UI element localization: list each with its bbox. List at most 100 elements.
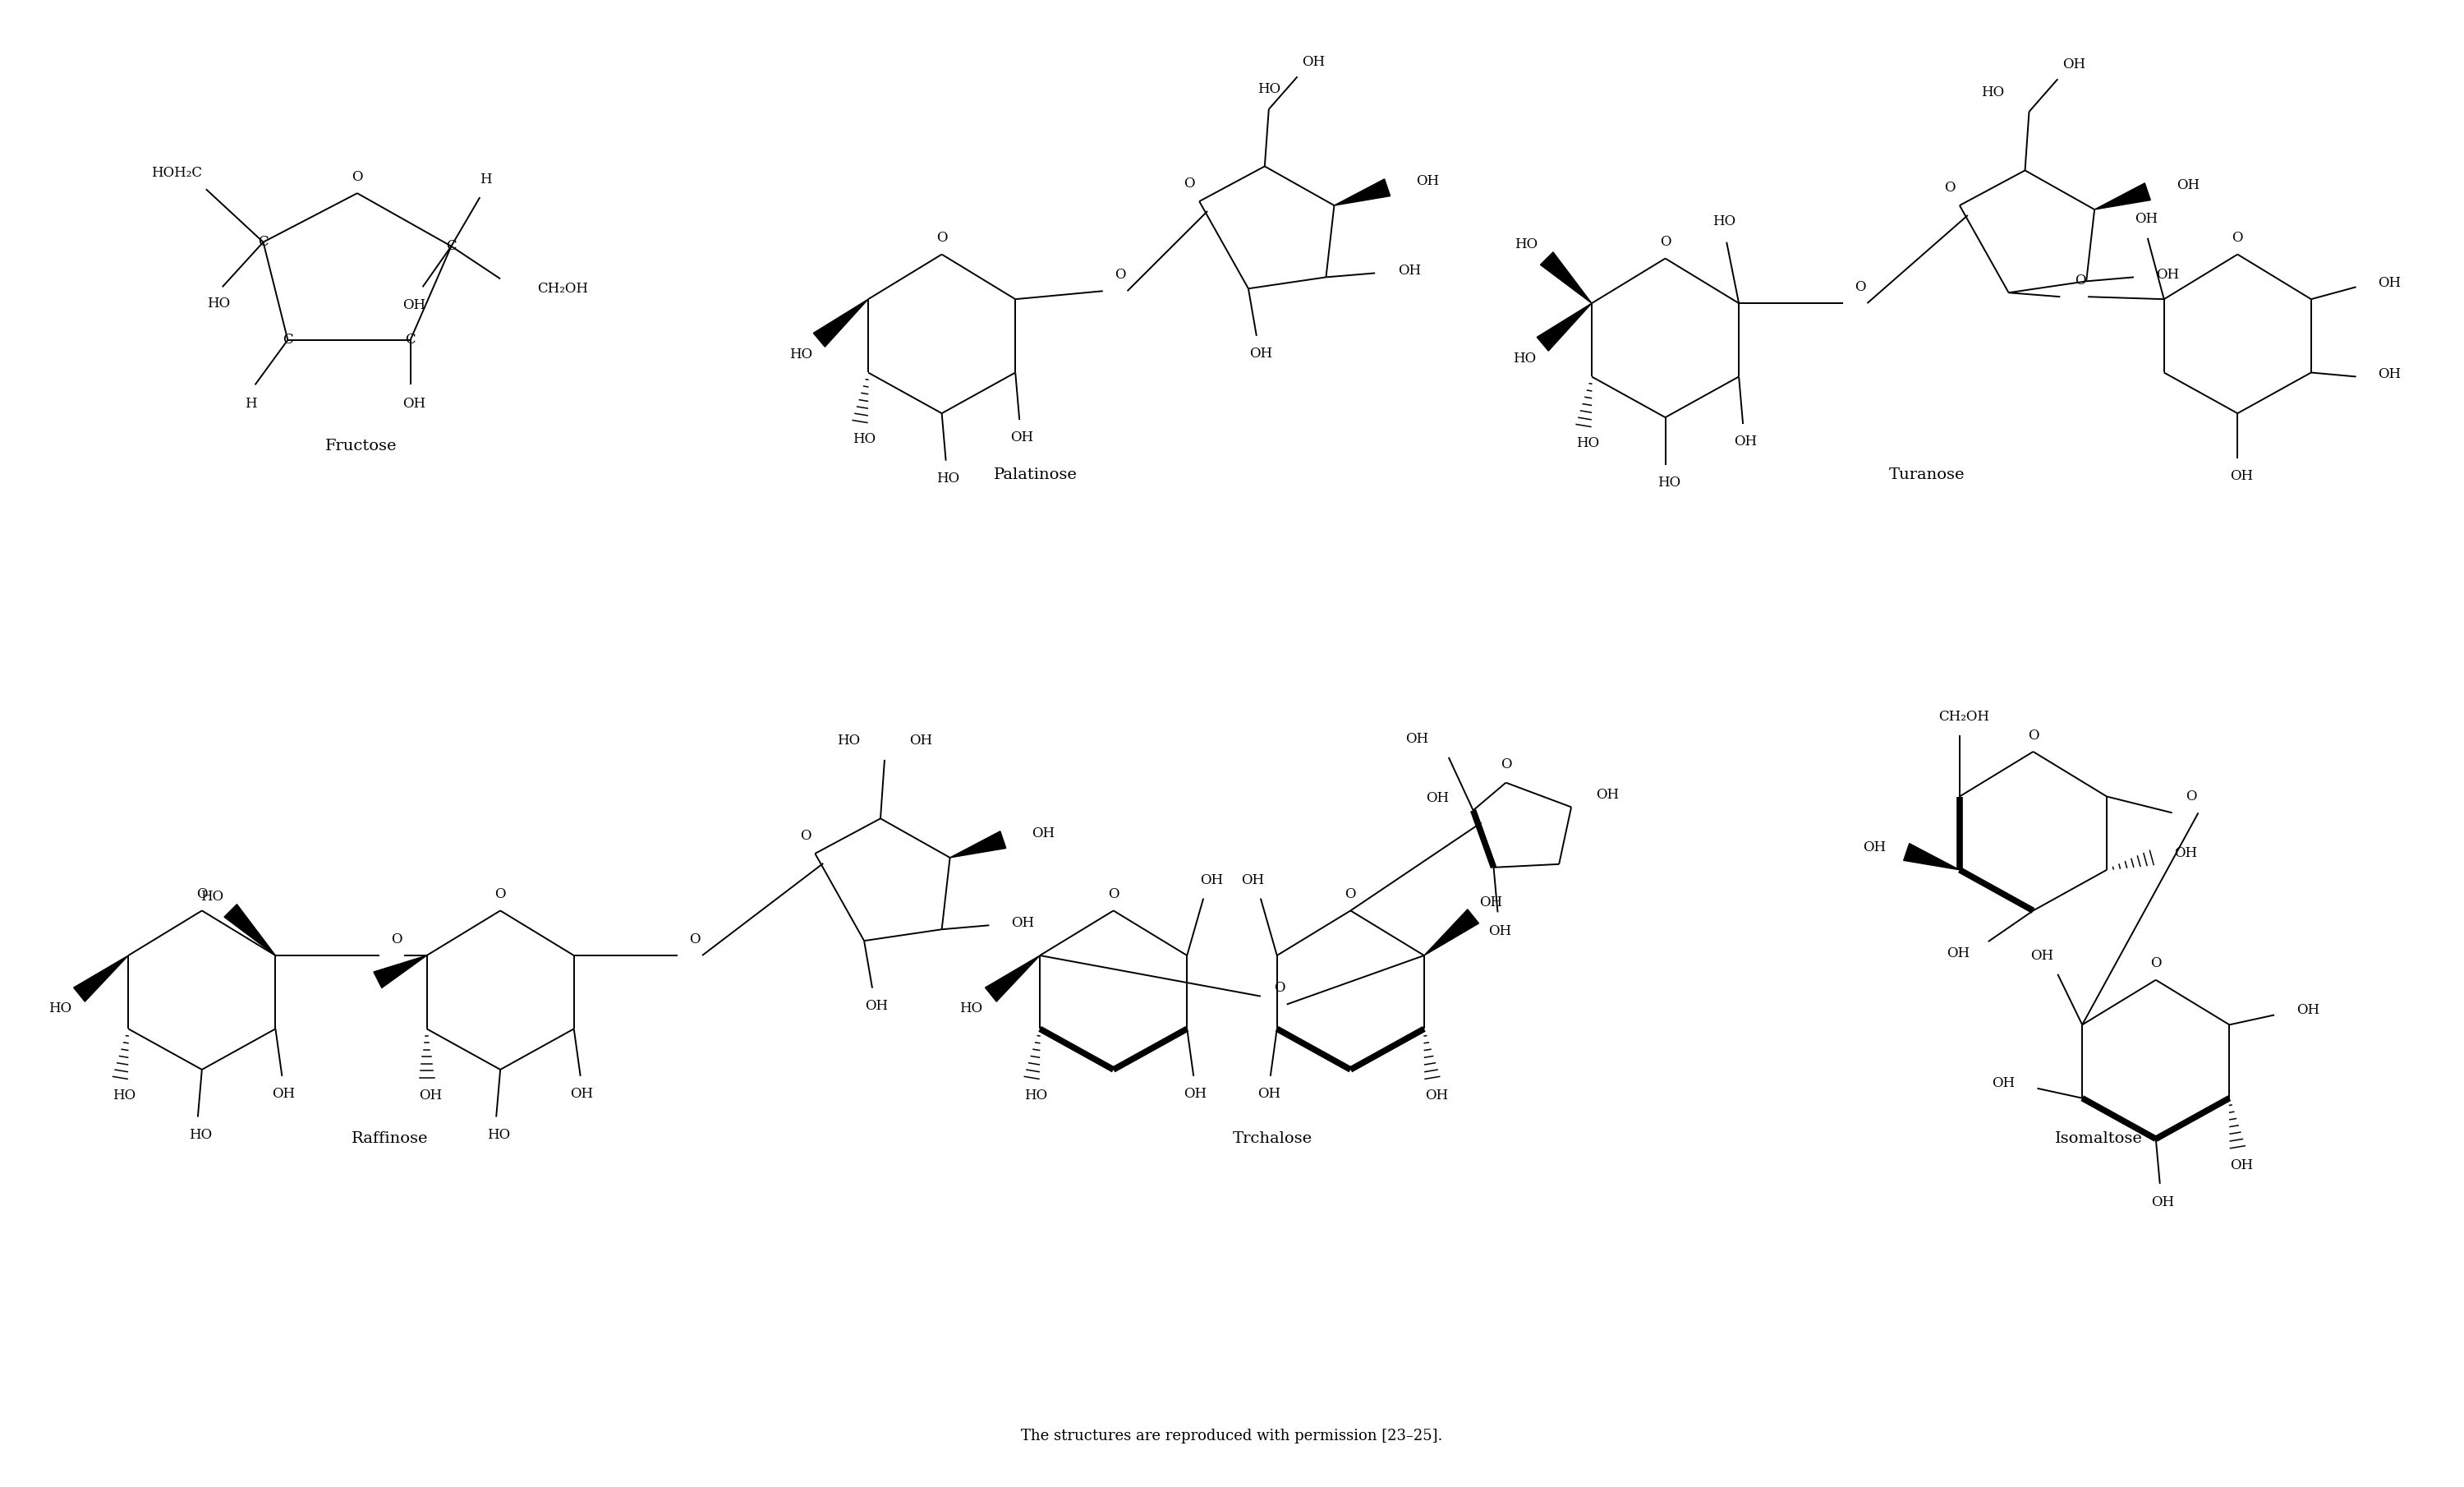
Text: HOH₂C: HOH₂C [150,167,202,180]
Text: OH: OH [1404,732,1429,745]
Text: O: O [1944,180,1956,195]
Text: OH: OH [1597,788,1619,801]
Text: OH: OH [1991,1077,2016,1090]
Text: HO: HO [190,1127,212,1142]
Text: OH: OH [2176,178,2200,192]
Text: HO: HO [1658,476,1680,489]
Text: HO: HO [958,1001,983,1016]
Polygon shape [375,956,426,987]
Text: O: O [2151,956,2161,971]
Text: CH₂OH: CH₂OH [1939,709,1988,724]
Text: O: O [1661,235,1671,250]
Text: OH: OH [419,1088,444,1103]
Text: OH: OH [1183,1087,1207,1100]
Text: OH: OH [1301,55,1326,68]
Text: C: C [283,333,293,346]
Text: OH: OH [2378,277,2402,290]
Text: OH: OH [1478,895,1503,910]
Text: O: O [392,932,402,946]
Text: OH: OH [2030,949,2053,962]
Polygon shape [74,956,128,1002]
Text: OH: OH [1424,1088,1449,1103]
Text: HO: HO [1025,1088,1047,1103]
Text: Turanose: Turanose [1890,467,1964,482]
Text: O: O [1274,981,1284,995]
Text: O: O [495,888,505,901]
Text: HO: HO [1712,214,1735,229]
Text: OH: OH [2296,1004,2319,1017]
Text: O: O [1501,758,1510,772]
Polygon shape [813,299,867,346]
Text: OH: OH [865,999,887,1013]
Text: OH: OH [1242,873,1264,888]
Text: HO: HO [1981,85,2006,100]
Polygon shape [1333,178,1390,205]
Text: Fructose: Fructose [325,439,397,454]
Text: OH: OH [2173,846,2198,861]
Polygon shape [1424,910,1478,956]
Text: HO: HO [1577,437,1599,451]
Text: O: O [1183,177,1195,190]
Text: HO: HO [788,348,813,361]
Text: HO: HO [1257,82,1281,95]
Polygon shape [1538,303,1592,351]
Text: OH: OH [2378,367,2402,381]
Text: OH: OH [1032,827,1055,840]
Text: H: H [480,172,493,186]
Text: HO: HO [1515,238,1538,251]
Text: CH₂OH: CH₂OH [537,281,589,296]
Text: O: O [1114,268,1126,281]
Text: C: C [404,333,416,346]
Text: O: O [1109,888,1119,901]
Text: OH: OH [2151,1196,2173,1209]
Polygon shape [1905,843,1959,870]
Text: HO: HO [936,471,961,486]
Text: OH: OH [1863,840,1885,854]
Text: The structures are reproduced with permission [23–25].: The structures are reproduced with permi… [1020,1429,1444,1444]
Text: C: C [259,235,269,250]
Polygon shape [224,904,276,956]
Text: OH: OH [1947,946,1969,961]
Text: HO: HO [853,433,875,446]
Text: O: O [936,230,946,245]
Text: OH: OH [1735,434,1757,449]
Text: OH: OH [1249,346,1271,361]
Text: OH: OH [1010,431,1032,445]
Text: OH: OH [2230,1158,2252,1172]
Text: OH: OH [1010,916,1035,929]
Text: O: O [1855,280,1865,294]
Polygon shape [951,831,1005,858]
Text: O: O [2028,729,2038,742]
Text: C: C [446,239,456,253]
Text: O: O [1345,888,1355,901]
Text: HO: HO [488,1127,510,1142]
Text: OH: OH [404,397,426,410]
Text: O: O [2232,230,2242,245]
Text: OH: OH [404,297,426,312]
Text: OH: OH [2230,468,2252,483]
Text: HO: HO [200,889,224,904]
Text: O: O [2186,790,2195,803]
Text: OH: OH [271,1087,296,1100]
Text: Palatinose: Palatinose [993,467,1077,482]
Text: OH: OH [2156,268,2178,281]
Polygon shape [1540,253,1592,303]
Text: HO: HO [207,296,229,311]
Text: OH: OH [572,1087,594,1100]
Text: OH: OH [1200,873,1222,888]
Text: Raffinose: Raffinose [352,1132,429,1146]
Text: HO: HO [838,733,860,748]
Text: OH: OH [909,733,931,748]
Text: O: O [197,888,207,901]
Text: OH: OH [1397,263,1422,278]
Text: OH: OH [1257,1087,1281,1100]
Text: OH: OH [1417,174,1439,187]
Text: OH: OH [2062,58,2085,71]
Text: HO: HO [49,1001,71,1016]
Text: O: O [690,932,700,946]
Text: OH: OH [2134,213,2158,226]
Text: HO: HO [113,1088,136,1103]
Polygon shape [2094,183,2151,210]
Text: O: O [801,828,811,843]
Text: OH: OH [1488,923,1513,938]
